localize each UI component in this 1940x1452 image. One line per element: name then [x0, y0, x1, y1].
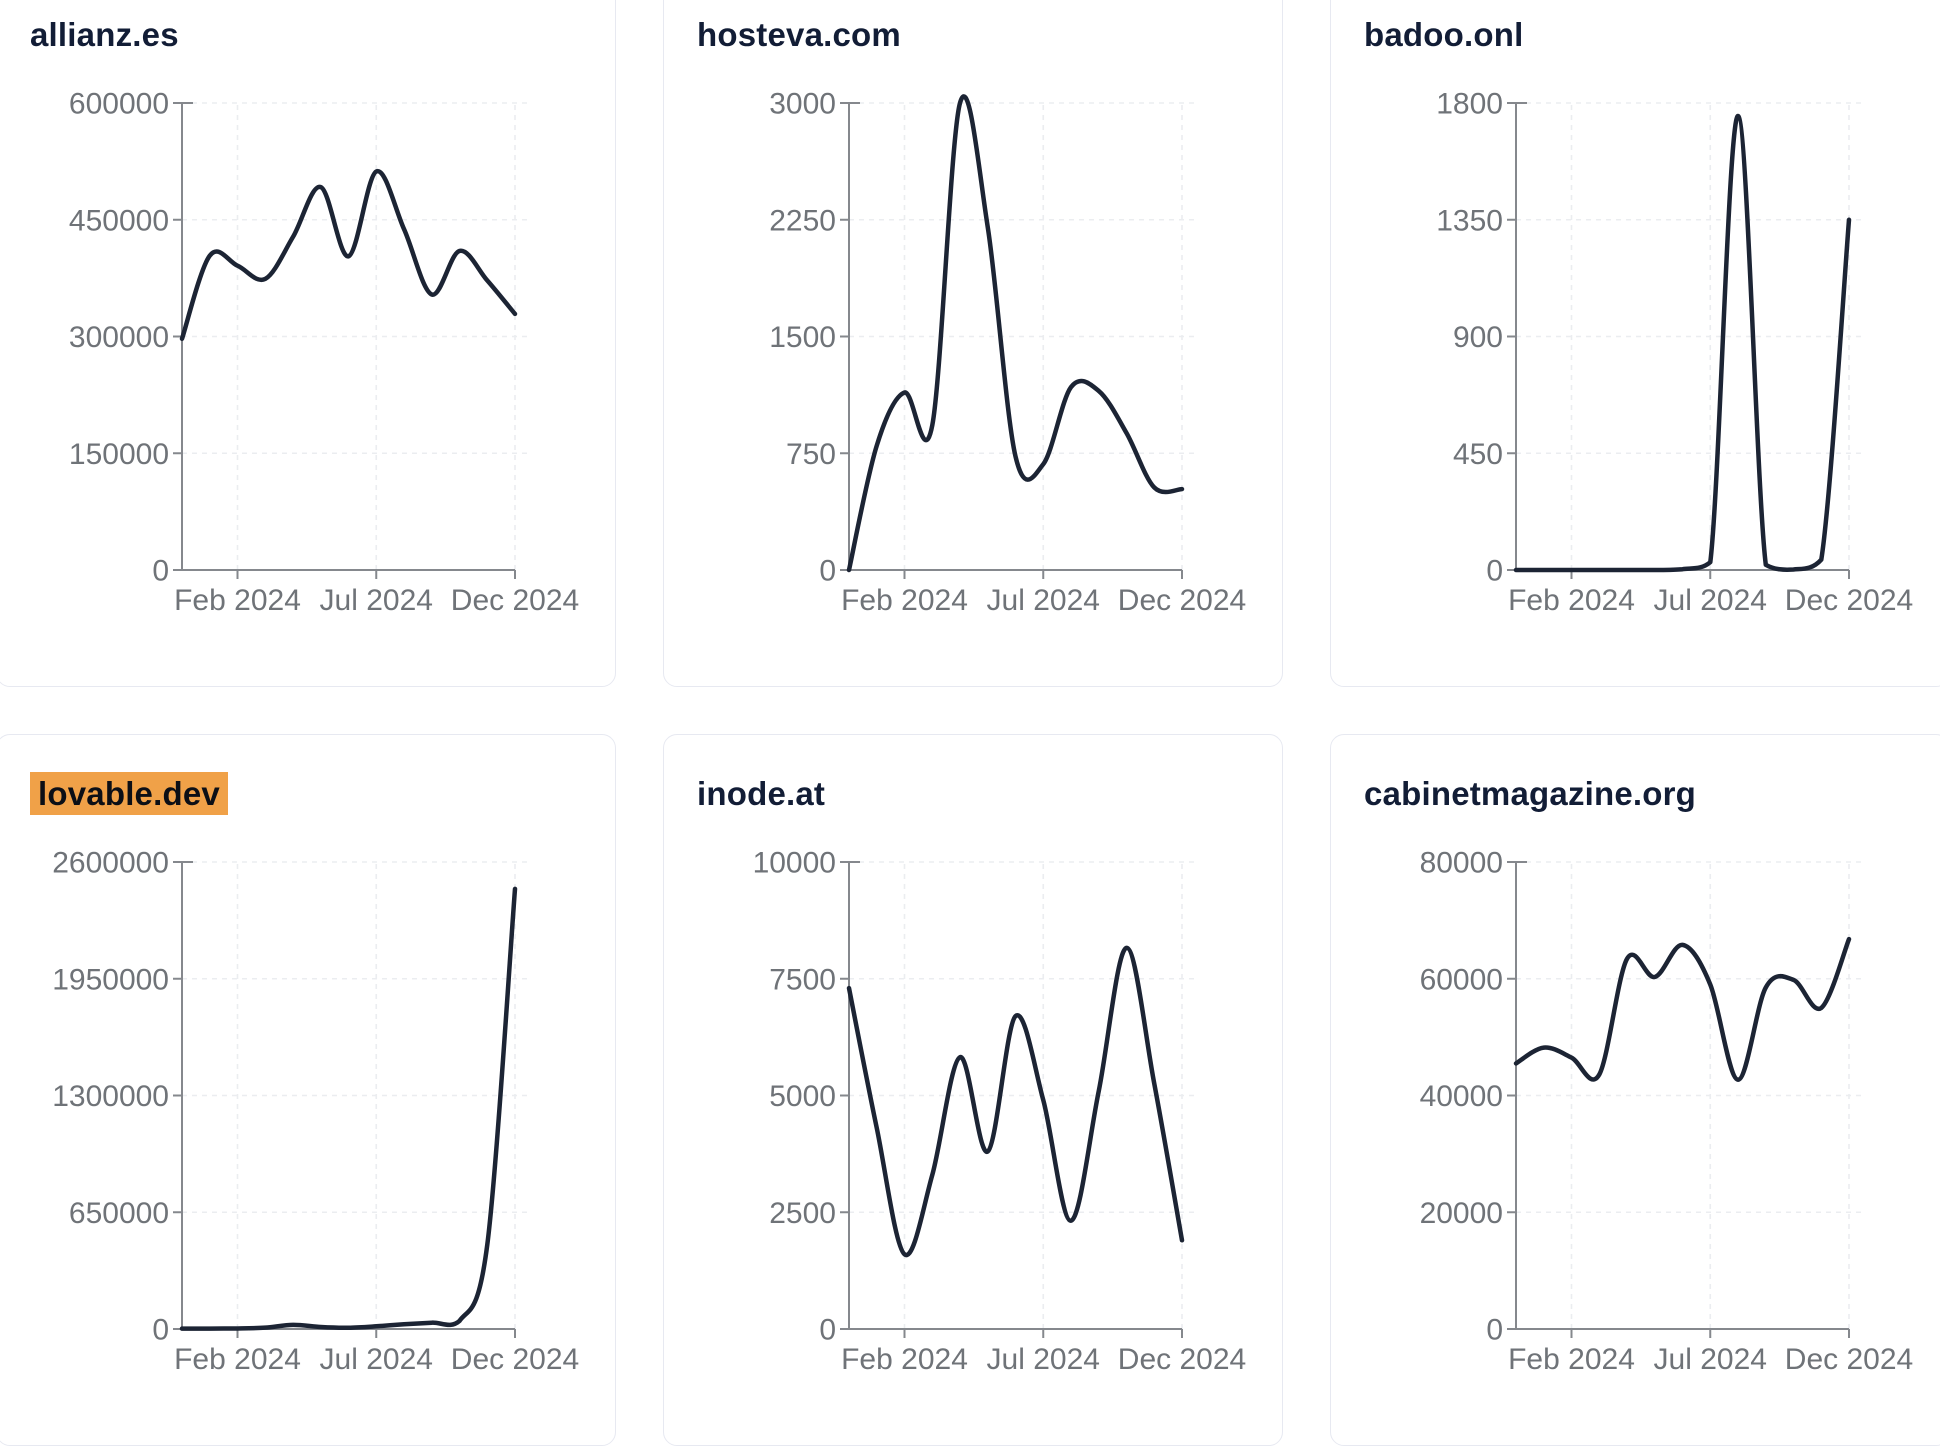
series-line	[179, 886, 518, 1331]
series-line	[846, 945, 1185, 1258]
y-axis-tick-label: 1300000	[52, 1080, 169, 1113]
x-axis-tick-label: Jul 2024	[987, 1343, 1100, 1376]
chart-card-inode: inode.at 0 2500 5000 7500 10000 Feb 2024 Jul 2…	[663, 734, 1283, 1446]
chart-title: lovable.dev	[30, 772, 228, 815]
y-axis-tick-label: 1500	[769, 321, 836, 354]
x-axis-tick-label: Feb 2024	[1508, 584, 1635, 617]
x-axis-tick-label: Dec 2024	[451, 584, 579, 617]
y-axis-tick-label: 150000	[69, 438, 169, 471]
x-axis-tick-label: Jul 2024	[320, 1343, 433, 1376]
chart-card-allianz: allianz.es 0 150000 300000 450000 600000 Feb …	[0, 0, 616, 687]
chart-title-text: allianz.es	[30, 16, 179, 53]
y-axis-tick-label: 750	[786, 438, 836, 471]
y-axis-tick-label: 0	[1486, 1314, 1503, 1347]
chart-card-badoo: badoo.onl 0 450 900 1350 1800 Feb 2024 Jul 202…	[1330, 0, 1940, 687]
y-axis-tick-label: 600000	[69, 88, 169, 121]
x-axis-tick-label: Jul 2024	[1654, 1343, 1767, 1376]
y-axis-tick-label: 80000	[1420, 847, 1503, 880]
chart-title: cabinetmagazine.org	[1364, 775, 1696, 813]
y-axis-tick-label: 3000	[769, 88, 836, 121]
chart-title: allianz.es	[30, 16, 179, 54]
y-axis-tick-label: 40000	[1420, 1080, 1503, 1113]
line-chart: 0 150000 300000 450000 600000 Feb 2024 Jul 202…	[69, 88, 579, 618]
y-axis-tick-label: 10000	[753, 847, 836, 880]
y-axis-tick-label: 0	[1486, 555, 1503, 588]
line-chart: 0 2500 5000 7500 10000 Feb 2024 Jul 2024 Dec 20…	[753, 847, 1247, 1377]
x-axis-tick-label: Dec 2024	[1785, 584, 1913, 617]
y-axis-tick-label: 1800	[1436, 88, 1503, 121]
x-axis-tick-label: Dec 2024	[1785, 1343, 1913, 1376]
chart-title-text: inode.at	[697, 775, 826, 812]
y-axis-tick-label: 7500	[769, 963, 836, 996]
chart-title-text-highlighted: lovable.dev	[30, 772, 228, 815]
x-axis-tick-label: Dec 2024	[451, 1343, 579, 1376]
y-axis-tick-label: 2600000	[52, 847, 169, 880]
series-line	[1513, 113, 1852, 573]
line-chart: 0 650000 1300000 1950000 2600000 Feb 2024 Jul …	[52, 847, 579, 1377]
x-axis-tick-label: Feb 2024	[174, 584, 301, 617]
y-axis-tick-label: 60000	[1420, 963, 1503, 996]
x-axis-tick-label: Jul 2024	[1654, 584, 1767, 617]
y-axis-tick-label: 0	[152, 1314, 169, 1347]
chart-card-cabinetmagazine: cabinetmagazine.org 0 20000 40000 60000 8000…	[1330, 734, 1940, 1446]
x-axis-tick-label: Feb 2024	[841, 584, 968, 617]
y-axis-tick-label: 900	[1453, 321, 1503, 354]
chart-title-text: cabinetmagazine.org	[1364, 775, 1697, 812]
y-axis-tick-label: 20000	[1420, 1197, 1503, 1230]
y-axis-tick-label: 0	[152, 555, 169, 588]
y-axis-tick-label: 5000	[769, 1080, 836, 1113]
y-axis-tick-label: 450	[1453, 438, 1503, 471]
chart-title: hosteva.com	[697, 16, 901, 54]
series-line	[1513, 936, 1852, 1082]
x-axis-tick-label: Feb 2024	[1508, 1343, 1635, 1376]
x-axis-tick-label: Dec 2024	[1118, 584, 1246, 617]
x-axis-tick-label: Feb 2024	[174, 1343, 301, 1376]
line-chart: 0 750 1500 2250 3000 Feb 2024 Jul 2024 Dec 2024	[769, 88, 1246, 618]
chart-title: badoo.onl	[1364, 16, 1523, 54]
y-axis-tick-label: 0	[819, 555, 836, 588]
line-chart: 0 450 900 1350 1800 Feb 2024 Jul 2024 Dec 2024	[1436, 88, 1913, 618]
series-line	[846, 94, 1185, 573]
chart-title-text: hosteva.com	[697, 16, 901, 53]
y-axis-tick-label: 1950000	[52, 963, 169, 996]
chart-card-hosteva: hosteva.com 0 750 1500 2250 3000 Feb 2024 Jul …	[663, 0, 1283, 687]
x-axis-tick-label: Dec 2024	[1118, 1343, 1246, 1376]
line-chart: 0 20000 40000 60000 80000 Feb 2024 Jul 2024 Dec…	[1420, 847, 1914, 1377]
x-axis-tick-label: Feb 2024	[841, 1343, 968, 1376]
chart-card-lovable: lovable.dev 0 650000 1300000 1950000 2600000…	[0, 734, 616, 1446]
y-axis-tick-label: 300000	[69, 321, 169, 354]
series-line	[179, 169, 518, 342]
chart-title: inode.at	[697, 775, 825, 813]
y-axis-tick-label: 1350	[1436, 204, 1503, 237]
y-axis-tick-label: 0	[819, 1314, 836, 1347]
y-axis-tick-label: 650000	[69, 1197, 169, 1230]
y-axis-tick-label: 2250	[769, 204, 836, 237]
x-axis-tick-label: Jul 2024	[320, 584, 433, 617]
y-axis-tick-label: 2500	[769, 1197, 836, 1230]
x-axis-tick-label: Jul 2024	[987, 584, 1100, 617]
chart-title-text: badoo.onl	[1364, 16, 1524, 53]
y-axis-tick-label: 450000	[69, 204, 169, 237]
